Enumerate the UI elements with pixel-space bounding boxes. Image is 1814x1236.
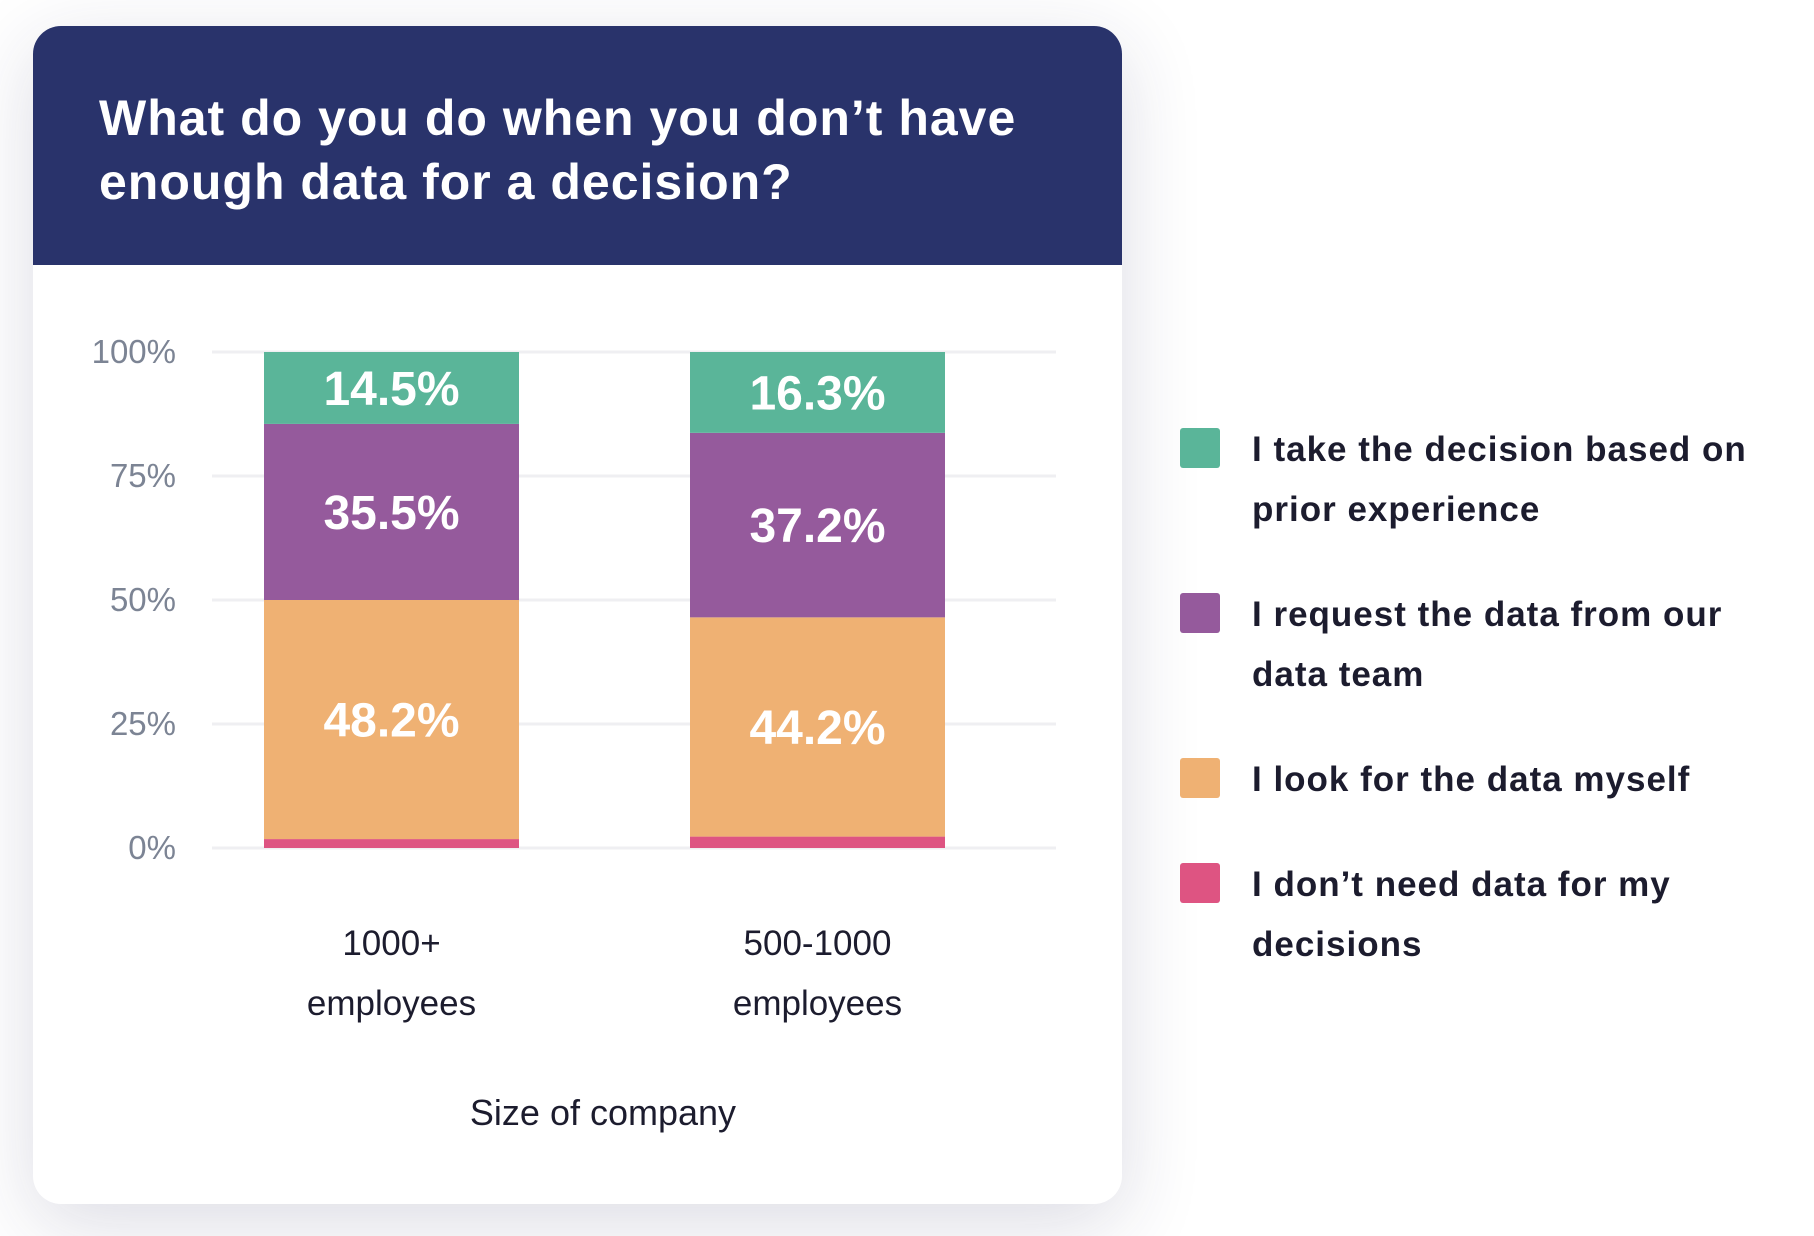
bar-segment bbox=[264, 423, 519, 600]
bar-segment bbox=[264, 839, 519, 848]
data-label: 37.2% bbox=[749, 500, 885, 553]
legend-swatch bbox=[1180, 863, 1220, 903]
legend: I take the decision based on prior exper… bbox=[1180, 420, 1800, 1020]
legend-label: I take the decision based on prior exper… bbox=[1252, 430, 1747, 529]
y-tick-label: 50% bbox=[110, 581, 176, 618]
bar-segment bbox=[264, 352, 519, 424]
data-label: 16.3% bbox=[749, 367, 885, 420]
data-label: 44.2% bbox=[749, 702, 885, 755]
x-tick-label: employees bbox=[733, 984, 902, 1023]
chart-title: What do you do when you don’t have enoug… bbox=[99, 90, 1017, 210]
legend-label: I request the data from our data team bbox=[1252, 595, 1723, 694]
bar-segment bbox=[690, 352, 945, 433]
legend-item: I don’t need data for my decisions bbox=[1180, 855, 1800, 1020]
x-tick-label: 1000+ bbox=[342, 924, 440, 963]
y-tick-label: 25% bbox=[110, 705, 176, 742]
bar-segment bbox=[690, 836, 945, 848]
y-tick-label: 100% bbox=[92, 333, 176, 370]
data-label: 48.2% bbox=[323, 695, 459, 748]
bar-segment bbox=[690, 432, 945, 618]
data-label: 35.5% bbox=[323, 487, 459, 540]
data-label: 14.5% bbox=[323, 363, 459, 416]
legend-item: I look for the data myself bbox=[1180, 750, 1800, 855]
legend-item: I request the data from our data team bbox=[1180, 585, 1800, 750]
y-tick-label: 75% bbox=[110, 457, 176, 494]
x-axis-label: Size of company bbox=[470, 1092, 736, 1133]
x-tick-label: 500-1000 bbox=[744, 924, 892, 963]
legend-swatch bbox=[1180, 593, 1220, 633]
bar-segment bbox=[690, 617, 945, 837]
chart-header: What do you do when you don’t have enoug… bbox=[33, 26, 1122, 265]
y-tick-label: 0% bbox=[128, 829, 176, 866]
legend-label: I look for the data myself bbox=[1252, 760, 1691, 799]
x-tick-label: employees bbox=[307, 984, 476, 1023]
legend-label: I don’t need data for my decisions bbox=[1252, 865, 1671, 964]
legend-swatch bbox=[1180, 428, 1220, 468]
bar-segment bbox=[264, 600, 519, 840]
legend-swatch bbox=[1180, 758, 1220, 798]
legend-item: I take the decision based on prior exper… bbox=[1180, 420, 1800, 585]
